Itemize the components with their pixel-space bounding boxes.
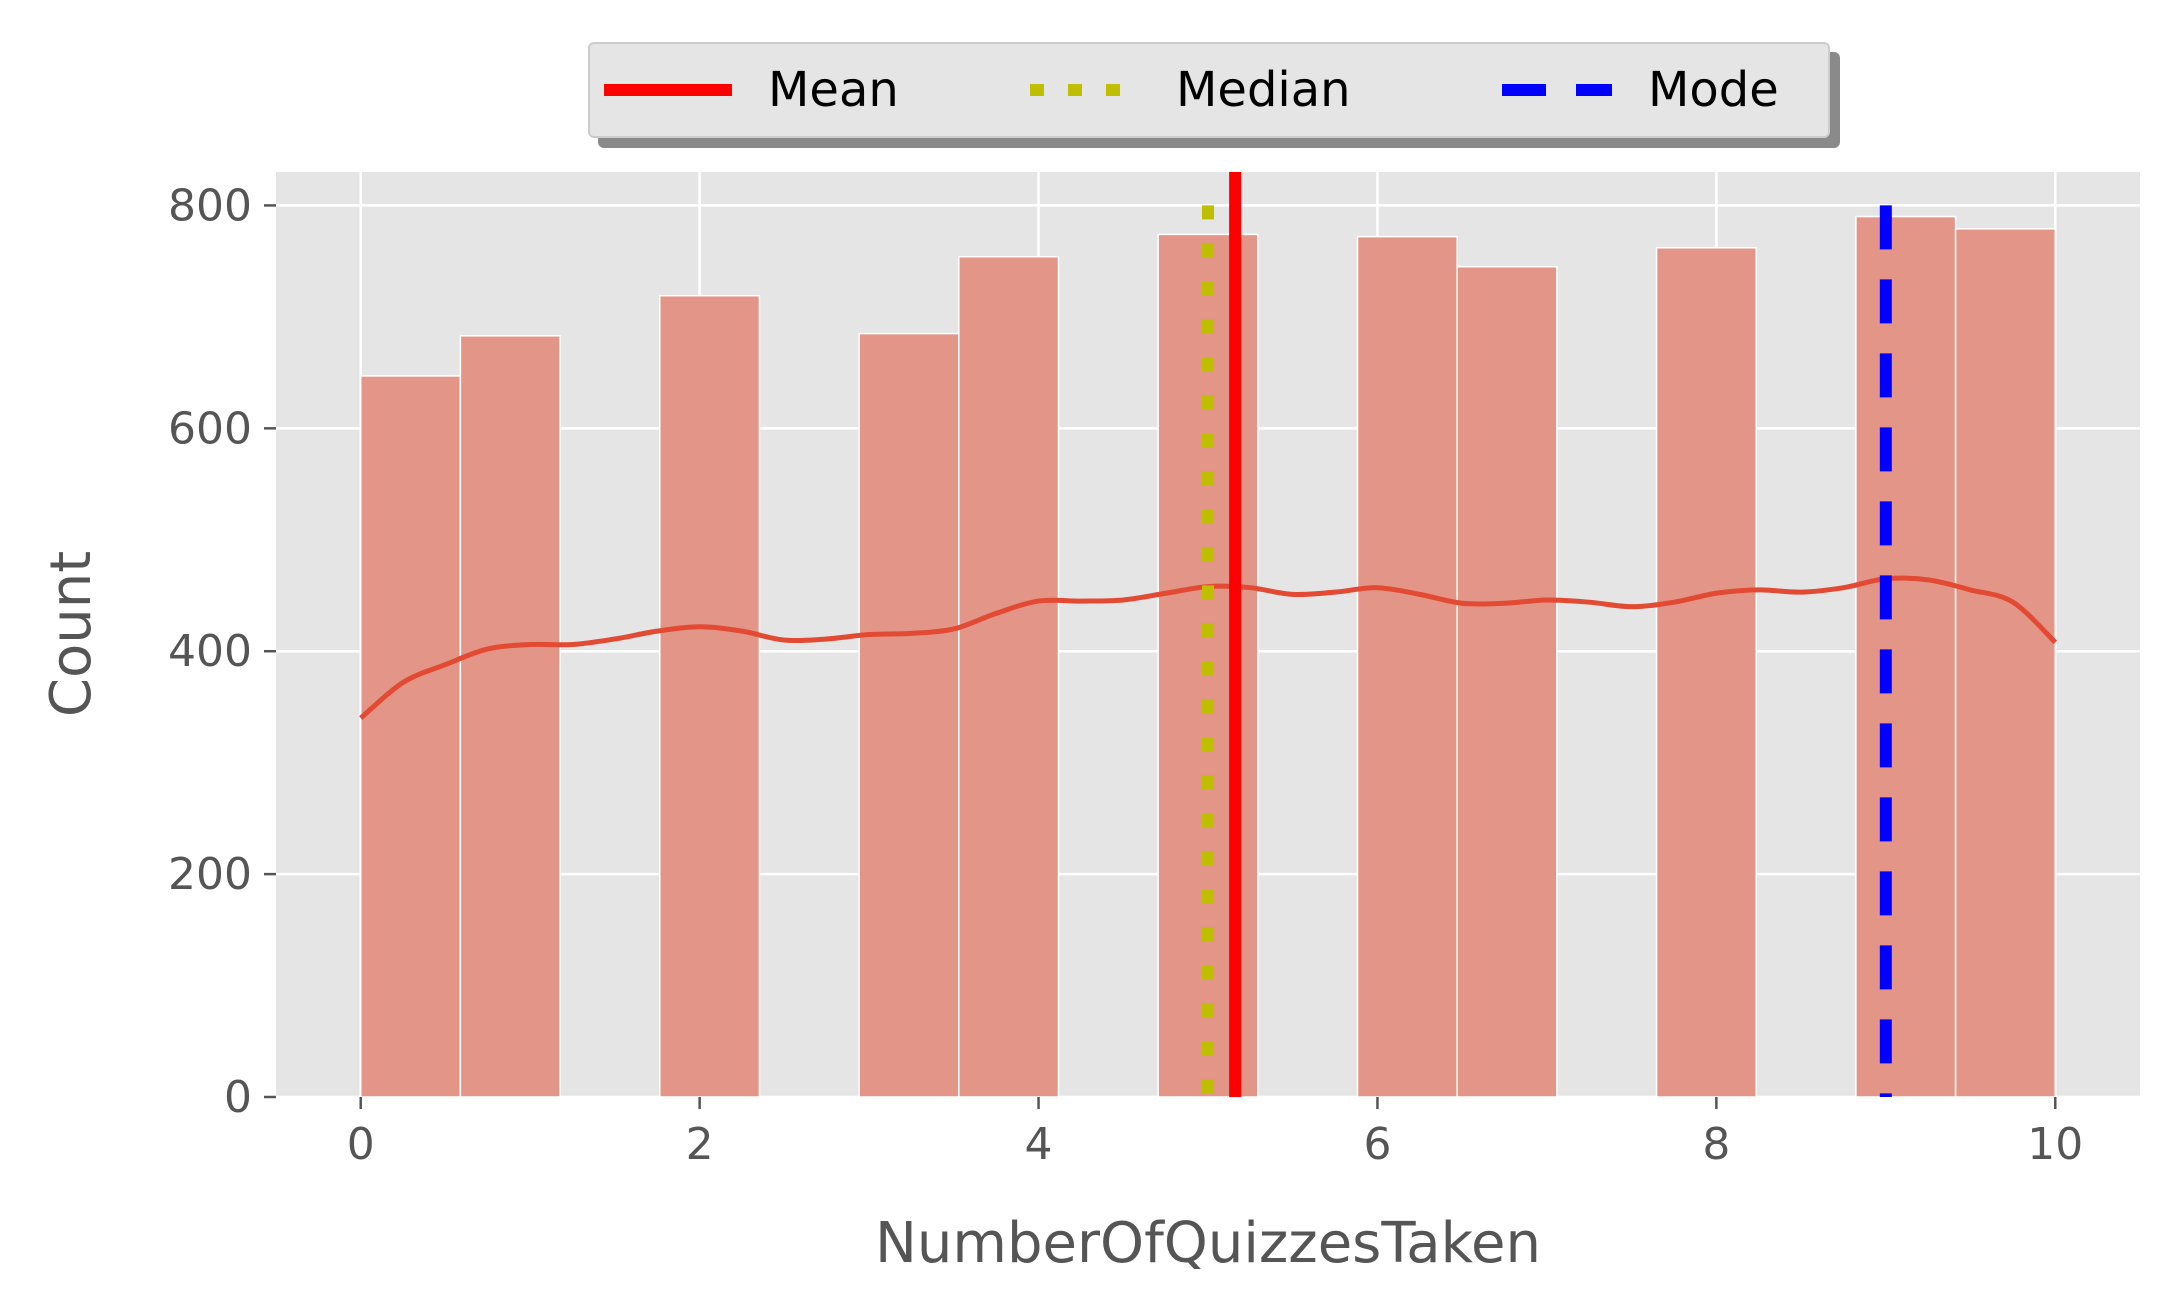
histogram-bar (1954, 228, 2057, 1098)
histogram-bar (858, 332, 960, 1098)
x-axis-title: NumberOfQuizzesTaken (875, 1211, 1541, 1276)
legend: Mean Median Mode (588, 42, 1830, 138)
legend-item-median: Median (1030, 44, 1351, 136)
stat-lines (1202, 172, 1892, 1097)
histogram-bar (1655, 247, 1757, 1098)
legend-swatch-median (1030, 84, 1140, 96)
x-tick-label: 4 (1025, 1119, 1053, 1170)
histogram-bar (1456, 265, 1558, 1098)
histogram-bar (1855, 215, 1957, 1098)
histogram-bar (659, 294, 761, 1098)
legend-swatch-mode (1502, 84, 1612, 96)
x-tick-label: 10 (2027, 1119, 2083, 1170)
x-tick-label: 8 (1702, 1119, 1730, 1170)
y-tick-label: 0 (224, 1072, 252, 1123)
histogram-bar (459, 335, 561, 1098)
histogram-bars (359, 215, 2057, 1098)
x-tick-label: 2 (686, 1119, 714, 1170)
histogram-bar (958, 255, 1060, 1098)
y-tick-label: 400 (168, 626, 252, 677)
y-tick-label: 800 (168, 180, 252, 231)
x-tick-label: 0 (347, 1119, 375, 1170)
legend-label-mode: Mode (1648, 62, 1779, 118)
y-tick-label: 200 (168, 849, 252, 900)
legend-swatch-mean (604, 84, 732, 96)
histogram-bar (1356, 235, 1458, 1098)
histogram-bar (359, 375, 462, 1098)
legend-label-mean: Mean (768, 62, 899, 118)
axis-ticks: 0 2 4 6 8 10 0 200 400 600 800 (168, 180, 2083, 1170)
y-axis-title: Count (39, 551, 104, 717)
legend-item-mean: Mean (604, 44, 899, 136)
y-tick-label: 600 (168, 403, 252, 454)
x-tick-label: 6 (1363, 1119, 1391, 1170)
legend-label-median: Median (1176, 62, 1351, 118)
legend-item-mode: Mode (1502, 44, 1779, 136)
